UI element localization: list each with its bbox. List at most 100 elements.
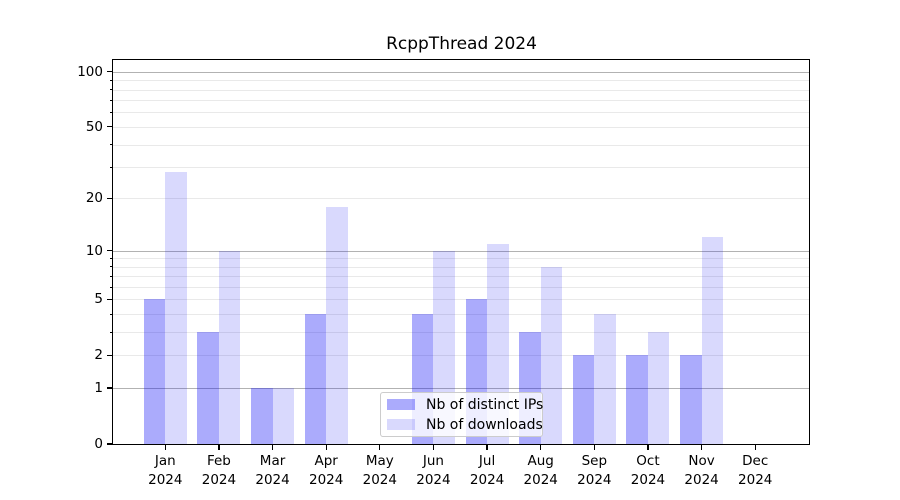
minor-gridline (113, 355, 810, 357)
bar-downloads-oct (647, 332, 670, 444)
minor-gridline (113, 126, 810, 128)
major-gridline (113, 388, 810, 390)
x-tick-label: Aug 2024 (513, 452, 569, 490)
x-tick-month: Jun (422, 453, 444, 469)
y-minor-tick-mark (109, 126, 113, 128)
x-tick-label: Nov 2024 (674, 452, 730, 490)
legend-swatch-downloads (387, 419, 415, 430)
minor-gridline (113, 80, 810, 82)
major-gridline (113, 250, 810, 252)
y-minor-tick-mark (109, 89, 113, 91)
x-tick-month: Mar (259, 453, 286, 469)
x-tick-mark (486, 444, 488, 450)
x-tick-label: Apr 2024 (298, 452, 354, 490)
minor-gridline (113, 89, 810, 91)
y-tick-label: 20 (85, 190, 103, 207)
bar-downloads-feb (218, 250, 241, 444)
x-tick-year: 2024 (148, 472, 183, 488)
minor-gridline (113, 276, 810, 278)
y-minor-tick-mark (109, 275, 113, 277)
x-tick-label: Mar 2024 (245, 452, 301, 490)
bar-downloads-apr (326, 206, 348, 444)
x-tick-year: 2024 (416, 472, 451, 488)
minor-gridline (113, 266, 810, 268)
x-tick-year: 2024 (469, 472, 505, 488)
x-tick-mark (271, 444, 274, 450)
y-minor-tick-mark (109, 166, 113, 168)
x-tick-month: Jan (154, 453, 176, 469)
plot-area: Nb of distinct IPs Nb of downloads (113, 60, 810, 444)
minor-gridline (113, 299, 810, 301)
x-tick-label: Jul 2024 (459, 452, 515, 490)
minor-gridline (113, 144, 810, 146)
x-tick-year: 2024 (738, 472, 773, 488)
y-tick-mark (106, 71, 113, 73)
x-tick-month: Dec (742, 453, 769, 469)
minor-gridline (113, 287, 810, 289)
legend-item-distinct-ips: Nb of distinct IPs (387, 395, 543, 414)
y-minor-tick-mark (109, 197, 113, 199)
minor-gridline (113, 332, 810, 334)
y-minor-tick-mark (109, 286, 113, 288)
x-tick-mark (701, 444, 703, 450)
x-tick-label: Feb 2024 (191, 452, 247, 490)
y-tick-label: 0 (94, 436, 103, 452)
x-tick-year: 2024 (201, 472, 237, 488)
minor-gridline (113, 112, 810, 114)
bar-downloads-nov (701, 237, 724, 444)
y-minor-tick-mark (109, 266, 113, 268)
y-tick-label: 50 (85, 118, 103, 135)
x-tick-year: 2024 (362, 472, 397, 488)
minor-gridline (113, 198, 810, 200)
x-tick-mark (379, 444, 381, 450)
bar-distinct-ips-mar (251, 388, 273, 444)
x-tick-mark (325, 444, 327, 450)
x-tick-month: Aug (527, 453, 554, 469)
x-tick-mark (164, 444, 166, 450)
x-tick-label: Jun 2024 (405, 452, 461, 490)
bar-downloads-aug (540, 266, 563, 444)
y-tick-mark (106, 387, 113, 389)
x-tick-label: Oct 2024 (620, 452, 676, 490)
major-gridline (113, 71, 810, 73)
y-tick-label: 100 (77, 63, 103, 80)
x-tick-year: 2024 (577, 472, 612, 488)
x-tick-year: 2024 (684, 472, 719, 488)
legend-swatch-distinct-ips (387, 399, 415, 410)
y-tick-label: 5 (94, 291, 103, 308)
x-tick-year: 2024 (523, 472, 558, 488)
minor-gridline (113, 100, 810, 102)
x-tick-year: 2024 (255, 472, 290, 488)
chart-title: RcppThread 2024 (386, 34, 537, 54)
bar-downloads-mar (272, 388, 295, 444)
x-tick-month: Apr (314, 453, 338, 469)
minor-gridline (113, 167, 810, 169)
bar-distinct-ips-apr (304, 314, 327, 444)
y-tick-label: 10 (85, 242, 103, 259)
x-tick-year: 2024 (309, 472, 344, 488)
bar-distinct-ips-nov (680, 355, 702, 444)
legend-label-downloads: Nb of downloads (426, 416, 543, 433)
x-tick-month: Nov (688, 453, 715, 469)
minor-gridline (113, 258, 810, 260)
x-tick-month: Sep (581, 453, 608, 469)
bar-downloads-sep (594, 314, 616, 444)
y-minor-tick-mark (109, 79, 113, 81)
y-minor-tick-mark (109, 354, 113, 356)
y-tick-mark (106, 443, 113, 445)
y-minor-tick-mark (109, 313, 113, 315)
bar-distinct-ips-sep (572, 355, 595, 444)
x-tick-month: Oct (636, 453, 660, 469)
bar-distinct-ips-oct (626, 355, 648, 444)
y-tick-label: 2 (94, 347, 103, 364)
x-tick-mark (754, 444, 756, 450)
x-tick-month: Jul (478, 453, 496, 469)
x-tick-mark (218, 444, 220, 450)
x-tick-mark (647, 444, 649, 450)
x-tick-mark (593, 444, 595, 450)
bar-distinct-ips-feb (197, 332, 219, 444)
x-tick-month: Feb (206, 453, 231, 469)
y-minor-tick-mark (109, 298, 113, 300)
legend: Nb of distinct IPs Nb of downloads (380, 392, 543, 437)
x-tick-mark (432, 444, 435, 450)
